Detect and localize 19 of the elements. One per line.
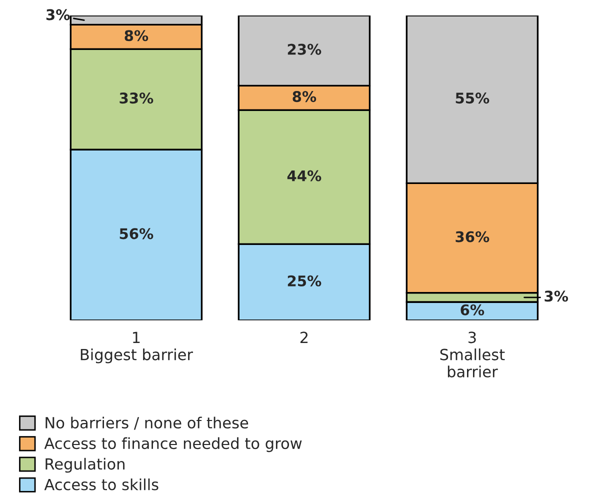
data-label: 55% <box>456 92 490 104</box>
data-label: 3% <box>46 9 70 20</box>
data-label: 36% <box>456 231 490 242</box>
legend-label: Access to skills <box>44 478 158 490</box>
data-label: 8% <box>124 30 148 42</box>
data-label: 56% <box>120 228 154 240</box>
x-tick-label: 1 Biggest barrier <box>80 332 193 364</box>
data-label: 44% <box>287 170 322 182</box>
data-label: 33% <box>120 92 154 104</box>
legend-label: Regulation <box>46 458 124 473</box>
x-tick-label: 2 <box>300 332 308 343</box>
data-label: 25% <box>288 275 322 286</box>
data-label: 3% <box>544 290 568 302</box>
legend-label: No barriers / none of these <box>46 416 248 430</box>
data-label: 6% <box>460 304 484 316</box>
data-label: 8% <box>292 91 316 102</box>
data-label: 23% <box>288 44 322 55</box>
legend-label: Access to finance needed to grow <box>44 437 302 452</box>
x-tick-label: 3 Smallest barrier <box>440 332 505 378</box>
